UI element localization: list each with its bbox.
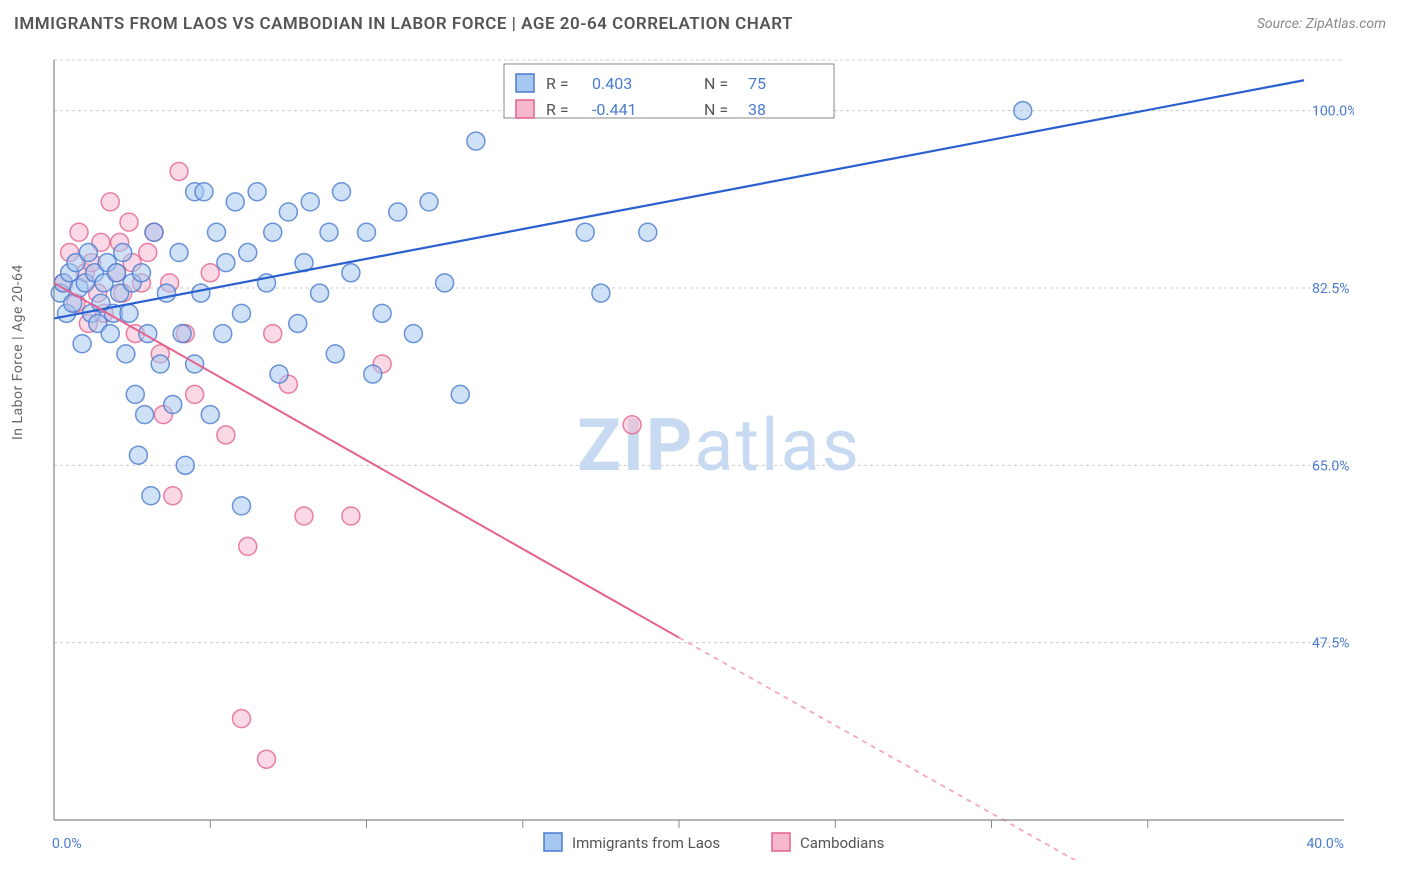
data-point xyxy=(289,314,307,332)
y-tick-label: 65.0% xyxy=(1312,458,1350,474)
data-point xyxy=(576,223,594,241)
data-point xyxy=(73,335,91,353)
source-attribution: Source: ZipAtlas.com xyxy=(1257,16,1386,32)
y-tick-label: 47.5% xyxy=(1312,636,1350,652)
data-point xyxy=(326,345,344,363)
stats-n-value: 38 xyxy=(748,100,766,119)
data-point xyxy=(176,456,194,474)
data-point xyxy=(195,183,213,201)
data-point xyxy=(279,203,297,221)
data-point xyxy=(120,213,138,231)
data-point xyxy=(389,203,407,221)
data-point xyxy=(436,274,454,292)
data-point xyxy=(248,183,266,201)
data-point xyxy=(101,193,119,211)
y-axis-title: In Labor Force | Age 20-64 xyxy=(10,264,26,440)
data-point xyxy=(186,385,204,403)
data-point xyxy=(214,325,232,343)
data-point xyxy=(117,345,135,363)
chart-title: IMMIGRANTS FROM LAOS VS CAMBODIAN IN LAB… xyxy=(14,14,793,34)
x-min-label: 0.0% xyxy=(52,836,82,852)
trendline-cambodians-extrapolated xyxy=(679,638,1148,860)
stats-r-value: 0.403 xyxy=(592,74,632,93)
legend-label: Immigrants from Laos xyxy=(572,834,720,852)
data-point xyxy=(233,710,251,728)
stats-swatch xyxy=(516,100,534,118)
data-point xyxy=(342,507,360,525)
legend-label: Cambodians xyxy=(800,834,884,852)
data-point xyxy=(295,507,313,525)
data-point xyxy=(404,325,422,343)
data-point xyxy=(233,304,251,322)
data-point xyxy=(217,254,235,272)
data-point xyxy=(258,750,276,768)
data-point xyxy=(108,264,126,282)
data-point xyxy=(173,325,191,343)
data-point xyxy=(301,193,319,211)
y-tick-label: 82.5% xyxy=(1312,281,1350,297)
data-point xyxy=(467,132,485,150)
data-point xyxy=(201,406,219,424)
data-point xyxy=(164,487,182,505)
data-point xyxy=(101,325,119,343)
data-point xyxy=(364,365,382,383)
data-point xyxy=(239,537,257,555)
stats-n-label: N = xyxy=(704,74,728,93)
data-point xyxy=(151,355,169,373)
chart-header: IMMIGRANTS FROM LAOS VS CAMBODIAN IN LAB… xyxy=(0,0,1406,44)
stats-r-label: R = xyxy=(546,74,569,93)
stats-n-label: N = xyxy=(704,100,728,119)
data-point xyxy=(145,223,163,241)
data-point xyxy=(373,304,391,322)
data-point xyxy=(192,284,210,302)
data-point xyxy=(136,406,154,424)
data-point xyxy=(170,162,188,180)
stats-r-label: R = xyxy=(546,100,569,119)
data-point xyxy=(114,244,132,262)
data-point xyxy=(120,304,138,322)
data-point xyxy=(142,487,160,505)
chart-svg: ZIPatlas 47.5% 65.0% 82.5% 100.0% 0.0% 40.0% R … xyxy=(44,50,1354,860)
data-point xyxy=(264,325,282,343)
data-point xyxy=(270,365,288,383)
stats-swatch xyxy=(516,74,534,92)
data-point xyxy=(139,244,157,262)
data-point xyxy=(233,497,251,515)
stats-n-value: 75 xyxy=(748,74,766,93)
data-point xyxy=(623,416,641,434)
y-tick-label: 100.0% xyxy=(1312,104,1354,120)
data-point xyxy=(226,193,244,211)
data-point xyxy=(208,223,226,241)
data-point xyxy=(320,223,338,241)
data-point xyxy=(333,183,351,201)
data-point xyxy=(420,193,438,211)
data-point xyxy=(201,264,219,282)
data-point xyxy=(170,244,188,262)
data-point xyxy=(639,223,657,241)
data-point xyxy=(358,223,376,241)
data-point xyxy=(158,284,176,302)
stats-r-value: -0.441 xyxy=(592,100,637,119)
data-point xyxy=(592,284,610,302)
legend-swatch xyxy=(772,833,790,851)
data-point xyxy=(311,284,329,302)
watermark: ZIPatlas xyxy=(577,403,861,488)
data-point xyxy=(217,426,235,444)
data-point xyxy=(164,396,182,414)
data-point xyxy=(264,223,282,241)
data-point xyxy=(1014,102,1032,120)
data-point xyxy=(70,223,88,241)
data-point xyxy=(126,385,144,403)
legend-swatch xyxy=(544,833,562,851)
data-point xyxy=(342,264,360,282)
data-point xyxy=(79,244,97,262)
data-point xyxy=(186,355,204,373)
data-point xyxy=(129,446,147,464)
scatter-chart: ZIPatlas47.5%65.0%82.5%100.0%0.0%40.0%R … xyxy=(44,50,1354,840)
data-point xyxy=(133,264,151,282)
data-point xyxy=(451,385,469,403)
data-point xyxy=(239,244,257,262)
x-max-label: 40.0% xyxy=(1306,836,1344,852)
